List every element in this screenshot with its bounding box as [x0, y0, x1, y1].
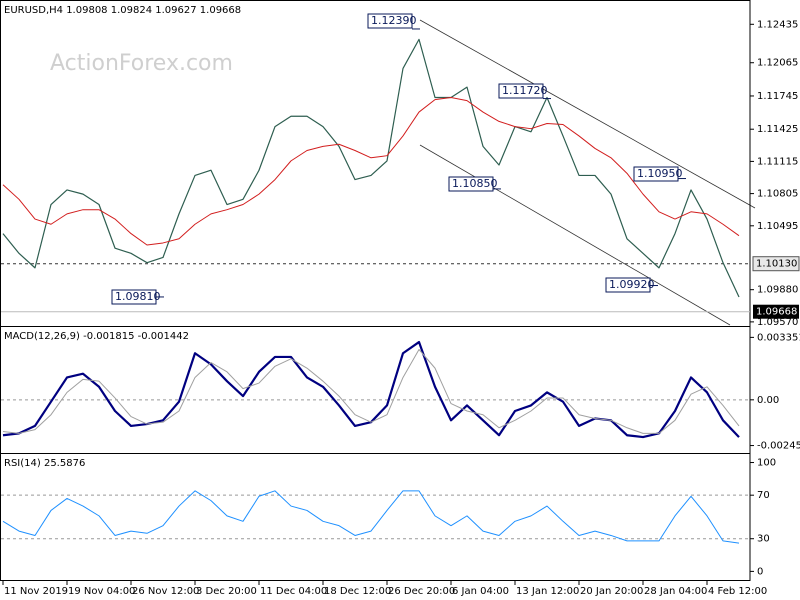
- reference-label: 1.10130: [756, 259, 797, 270]
- y-tick-label: -0.002454: [757, 441, 800, 452]
- annotation-label: 1.12390: [371, 14, 417, 27]
- series-line: [2, 38, 740, 298]
- pane-title: MACD(12,26,9) -0.001815 -0.001442: [4, 331, 189, 342]
- x-tick-label: 3 Dec 20:00: [196, 586, 257, 597]
- annotation-label: 1.10850: [452, 177, 498, 190]
- x-tick-label: 26 Dec 20:00: [388, 586, 455, 597]
- channel-line: [419, 19, 756, 209]
- pane-title: EURUSD,H4 1.09808 1.09824 1.09627 1.0966…: [4, 5, 241, 16]
- x-tick-label: 11 Dec 04:00: [260, 586, 327, 597]
- x-tick-label: 4 Feb 12:00: [708, 586, 767, 597]
- x-tick-label: 20 Jan 20:00: [580, 586, 643, 597]
- y-tick-label: 0: [757, 566, 763, 577]
- x-tick-label: 6 Jan 04:00: [452, 586, 509, 597]
- annotation-box: [633, 166, 679, 182]
- x-tick-label: 18 Dec 12:00: [324, 586, 391, 597]
- annotation-label: 1.09810: [115, 290, 161, 303]
- y-tick-label: 1.12435: [757, 19, 798, 30]
- x-tick-label: 11 Nov 2019: [4, 586, 68, 597]
- y-tick-label: 1.11745: [757, 91, 798, 102]
- y-tick-label: 1.11115: [757, 156, 798, 167]
- annotation-box: [498, 83, 544, 99]
- x-tick-label: 28 Jan 04:00: [644, 586, 707, 597]
- last-price-label: 1.09668: [756, 307, 797, 318]
- y-tick-label: 1.12065: [757, 58, 798, 69]
- annotation-box: [605, 277, 651, 293]
- y-tick-label: 1.09880: [757, 285, 798, 296]
- pane-frame: [0, 453, 751, 581]
- y-tick-label: 100: [757, 458, 776, 469]
- annotation-label: 1.11720: [502, 84, 548, 97]
- y-tick-label: 1.10495: [757, 221, 798, 232]
- annotation-box: [448, 176, 494, 192]
- x-tick-label: 13 Jan 12:00: [516, 586, 579, 597]
- annotation-label: 1.10950: [637, 167, 683, 180]
- x-tick-label: 19 Nov 04:00: [68, 586, 135, 597]
- y-tick-label: 1.10805: [757, 189, 798, 200]
- x-tick-label: 26 Nov 12:00: [132, 586, 199, 597]
- reference-label-box: [752, 256, 800, 272]
- watermark: ActionForex.com: [50, 51, 233, 76]
- annotation-box: [367, 13, 413, 29]
- annotation-label: 1.09920: [609, 278, 655, 291]
- y-tick-label: 30: [757, 534, 770, 545]
- y-tick-label: 0.003351: [757, 332, 800, 343]
- y-tick-label: 1.09570: [757, 317, 798, 328]
- channel-line: [419, 144, 731, 326]
- y-tick-label: 0.00: [757, 395, 779, 406]
- last-price-box: [753, 304, 799, 319]
- y-tick-label: 70: [757, 490, 770, 501]
- series-line: [2, 490, 740, 544]
- series-line: [2, 97, 740, 246]
- pane-title: RSI(14) 25.5876: [4, 458, 85, 469]
- series-line: [2, 349, 740, 434]
- annotation-box: [111, 289, 157, 305]
- y-tick-label: 1.11425: [757, 124, 798, 135]
